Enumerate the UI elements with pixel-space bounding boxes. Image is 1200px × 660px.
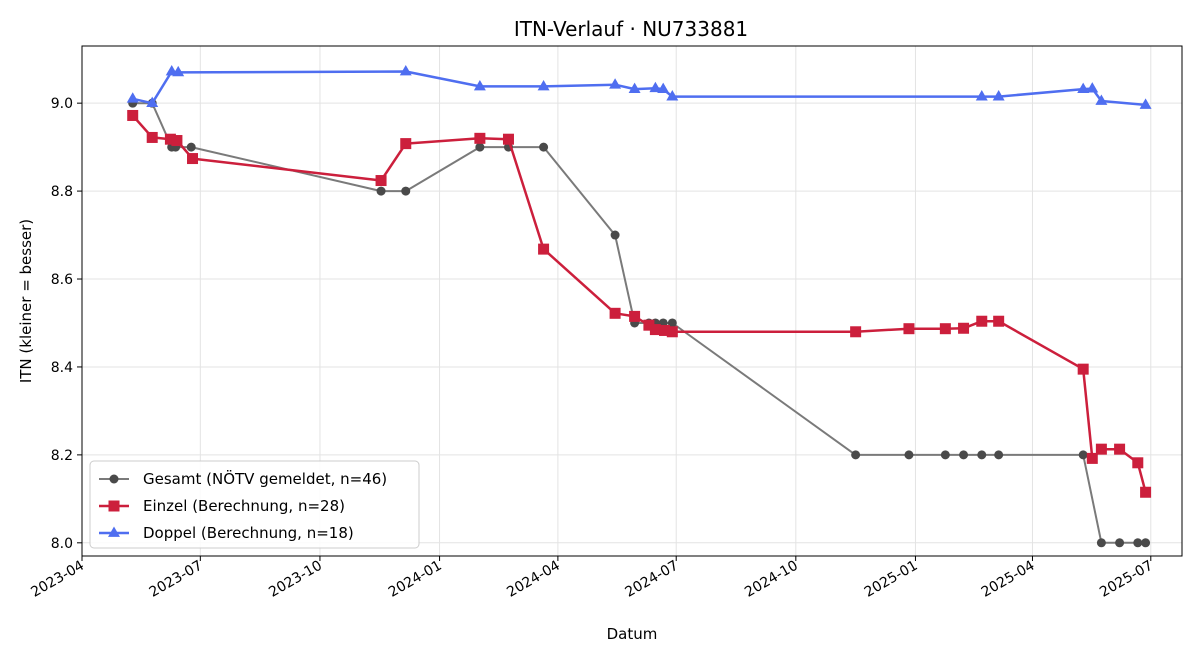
data-point bbox=[537, 79, 550, 91]
series-layer bbox=[126, 65, 1152, 548]
data-point bbox=[1095, 443, 1107, 455]
data-point bbox=[994, 450, 1004, 460]
data-point bbox=[1141, 538, 1151, 548]
plot-frame bbox=[81, 45, 1183, 557]
data-point bbox=[1077, 82, 1090, 93]
chart-title: ITN-Verlauf · NU733881 bbox=[514, 17, 748, 41]
data-point bbox=[659, 324, 671, 336]
y-axis: 8.0 8.2 8.4 8.6 8.8 9.0 bbox=[51, 96, 82, 552]
legend-box bbox=[89, 460, 420, 549]
data-point bbox=[1095, 94, 1108, 105]
data-point bbox=[1140, 486, 1152, 498]
data-point bbox=[975, 90, 988, 101]
data-point bbox=[1096, 538, 1106, 548]
legend-marker bbox=[108, 500, 120, 512]
data-point bbox=[1139, 98, 1152, 109]
data-point bbox=[667, 318, 677, 328]
data-point bbox=[1132, 457, 1144, 469]
legend: Gesamt (NÖTV gemeldet, n=46) Einzel (Bere… bbox=[89, 460, 420, 549]
data-point bbox=[976, 315, 988, 327]
data-point bbox=[657, 82, 670, 93]
series-3 bbox=[126, 65, 1152, 109]
y-tick-label: 8.2 bbox=[51, 448, 73, 464]
data-point bbox=[1078, 450, 1088, 460]
legend-label: Doppel (Berechnung, n=18) bbox=[143, 524, 354, 542]
y-tick-label: 8.8 bbox=[51, 184, 73, 200]
data-point bbox=[666, 90, 679, 101]
legend-label: Gesamt (NÖTV gemeldet, n=46) bbox=[143, 469, 387, 488]
data-point bbox=[473, 79, 486, 91]
data-point bbox=[609, 78, 622, 89]
data-point bbox=[475, 142, 485, 152]
data-point bbox=[399, 65, 412, 76]
data-point bbox=[127, 109, 139, 121]
data-point bbox=[1133, 538, 1143, 548]
data-point bbox=[187, 153, 199, 165]
data-point bbox=[186, 142, 196, 152]
data-point bbox=[993, 315, 1005, 327]
data-point bbox=[539, 142, 549, 152]
data-point bbox=[940, 450, 950, 460]
y-tick-label: 8.4 bbox=[51, 360, 73, 376]
data-point bbox=[649, 324, 661, 336]
data-point bbox=[126, 92, 139, 103]
legend-entry-1: Gesamt (NÖTV gemeldet, n=46) bbox=[99, 469, 387, 488]
data-point bbox=[666, 326, 678, 338]
data-point bbox=[610, 230, 620, 240]
data-point bbox=[401, 186, 411, 196]
data-point bbox=[903, 323, 915, 335]
data-point bbox=[649, 81, 662, 93]
y-axis-label: ITN (kleiner = besser) bbox=[17, 219, 35, 383]
data-point bbox=[164, 133, 176, 145]
data-point bbox=[629, 310, 641, 322]
data-point bbox=[609, 307, 621, 319]
data-point bbox=[628, 82, 641, 93]
data-point bbox=[172, 65, 185, 77]
legend-entry-2: Einzel (Berechnung, n=28) bbox=[99, 497, 345, 515]
data-point bbox=[1114, 443, 1126, 455]
data-point bbox=[400, 138, 412, 150]
data-point bbox=[939, 323, 951, 335]
data-point bbox=[977, 450, 987, 460]
data-point bbox=[146, 131, 158, 143]
y-tick-label: 8.0 bbox=[51, 536, 73, 552]
data-point bbox=[474, 132, 486, 144]
data-point bbox=[146, 96, 159, 108]
legend-marker bbox=[109, 474, 119, 484]
series-2 bbox=[127, 109, 1152, 498]
data-point bbox=[502, 133, 514, 145]
data-point bbox=[1086, 82, 1099, 93]
legend-label: Einzel (Berechnung, n=28) bbox=[143, 497, 345, 515]
legend-marker bbox=[108, 526, 120, 537]
data-point bbox=[959, 450, 969, 460]
data-point bbox=[958, 322, 970, 334]
data-point bbox=[851, 450, 861, 460]
data-point bbox=[992, 90, 1005, 101]
y-tick-label: 9.0 bbox=[51, 96, 73, 112]
data-point bbox=[1086, 452, 1098, 464]
data-point bbox=[643, 319, 655, 331]
data-point bbox=[538, 243, 550, 255]
y-tick-label: 8.6 bbox=[51, 272, 73, 288]
data-point bbox=[1077, 363, 1089, 375]
data-point bbox=[1115, 538, 1125, 548]
data-point bbox=[171, 135, 183, 147]
data-point bbox=[375, 175, 387, 187]
x-axis-label: Datum bbox=[607, 625, 658, 643]
legend-entry-3: Doppel (Berechnung, n=18) bbox=[99, 524, 354, 542]
data-point bbox=[904, 450, 914, 460]
data-point bbox=[850, 326, 862, 338]
data-point bbox=[376, 186, 386, 196]
